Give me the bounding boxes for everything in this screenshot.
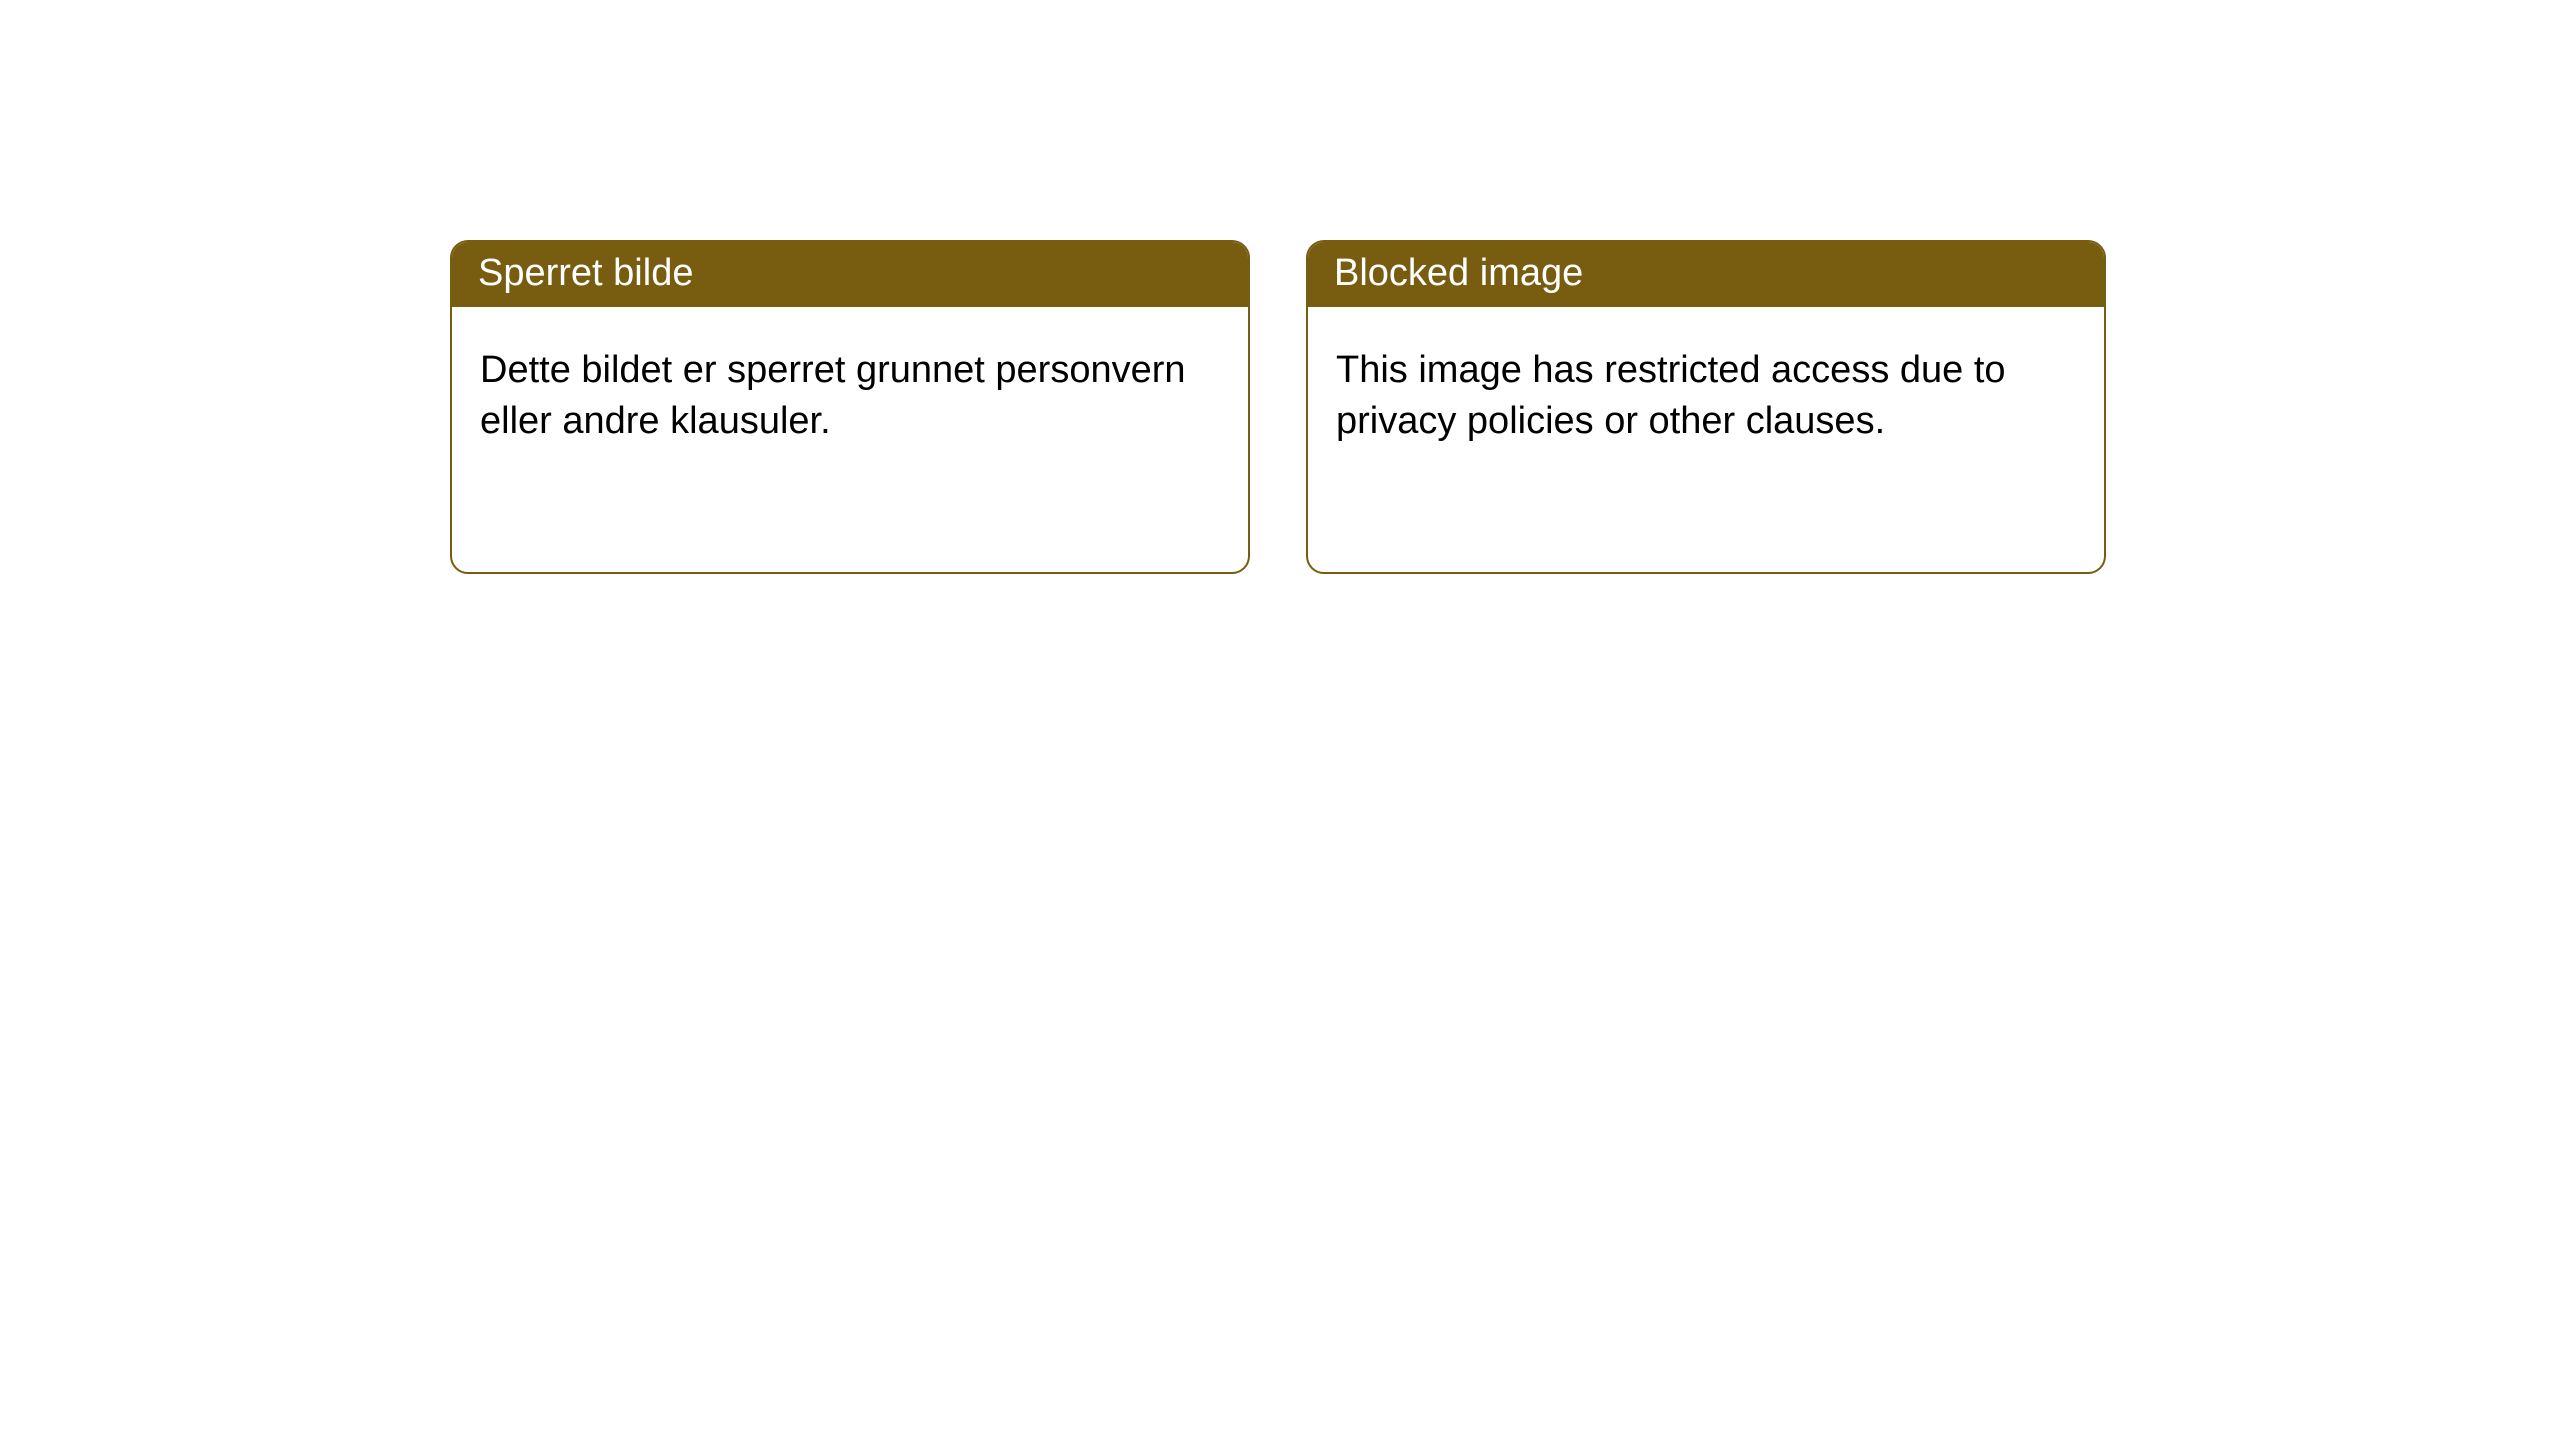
card-body: Dette bildet er sperret grunnet personve… xyxy=(452,307,1248,476)
card-body: This image has restricted access due to … xyxy=(1308,307,2104,476)
card-title: Sperret bilde xyxy=(478,252,693,294)
card-header: Blocked image xyxy=(1308,242,2104,307)
card-title: Blocked image xyxy=(1334,252,1583,294)
card-header: Sperret bilde xyxy=(452,242,1248,307)
notice-container: Sperret bilde Dette bildet er sperret gr… xyxy=(0,0,2560,574)
notice-card-english: Blocked image This image has restricted … xyxy=(1306,240,2106,574)
card-body-text: This image has restricted access due to … xyxy=(1336,349,2006,442)
card-body-text: Dette bildet er sperret grunnet personve… xyxy=(480,349,1186,442)
notice-card-norwegian: Sperret bilde Dette bildet er sperret gr… xyxy=(450,240,1250,574)
